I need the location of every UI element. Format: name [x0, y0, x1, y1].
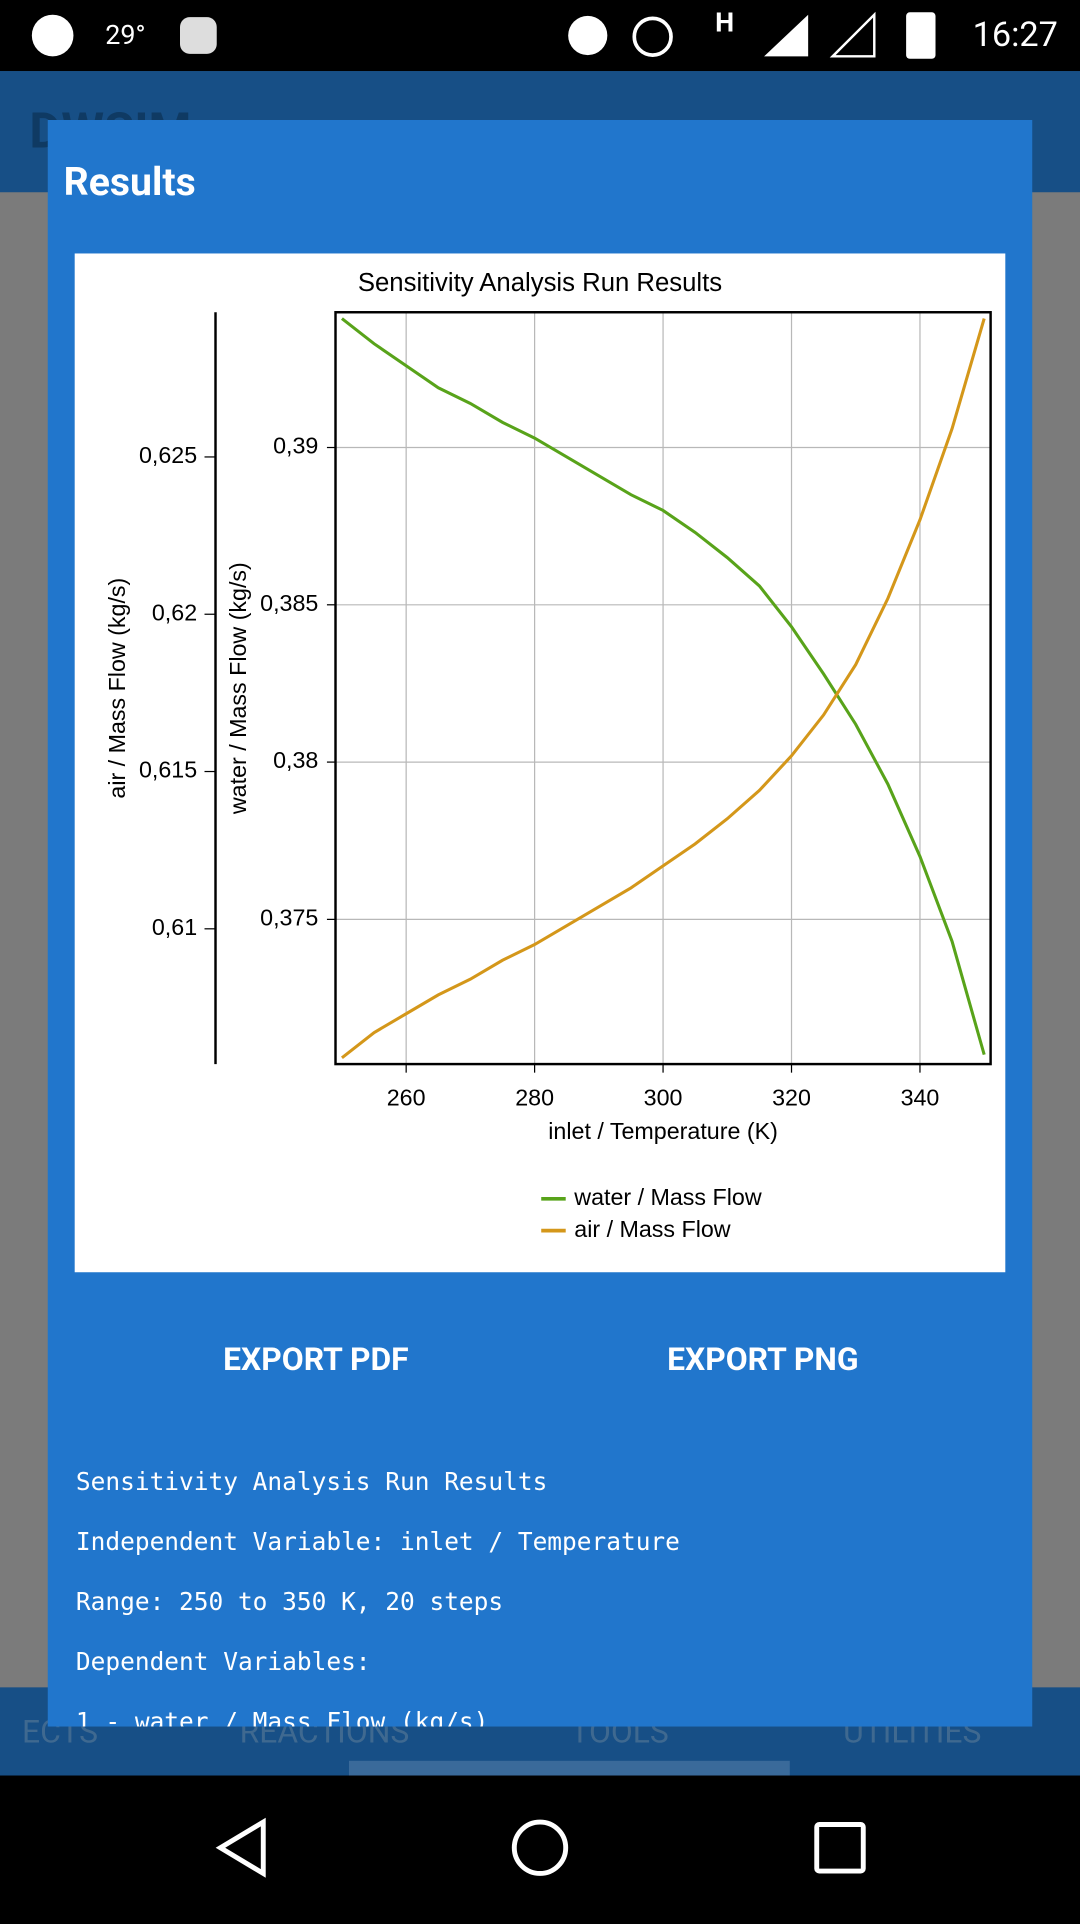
- status-temperature: 29°: [105, 19, 145, 51]
- y2-axis-label: air / Mass Flow (kg/s): [104, 578, 130, 799]
- home-button[interactable]: [511, 1819, 569, 1876]
- tab-indicator: [348, 1760, 790, 1776]
- button[interactable]: EXPORT PDF: [223, 1340, 409, 1378]
- legend-label: air / Mass Flow: [574, 1216, 731, 1242]
- button[interactable]: EXPORT PNG: [667, 1340, 859, 1378]
- battery-icon: [906, 12, 936, 59]
- y-tick-label: 0,375: [260, 905, 318, 931]
- dialog-title: Results: [64, 159, 196, 205]
- result-line: Sensitivity Analysis Run Results: [76, 1467, 547, 1496]
- music-icon: [31, 14, 74, 57]
- y2-tick-label: 0,62: [152, 599, 197, 625]
- chart: Sensitivity Analysis Run Results 260 280 30…: [104, 269, 992, 1242]
- x-tick-label: 300: [644, 1085, 683, 1111]
- chart-title: Sensitivity Analysis Run Results: [358, 269, 722, 297]
- status-network: H: [715, 7, 734, 39]
- plot-frame: [334, 311, 992, 1066]
- status-time: 16:27: [973, 15, 1058, 55]
- recents-button[interactable]: [814, 1822, 866, 1874]
- dnd-icon: [568, 15, 608, 56]
- legend-label: water / Mass Flow: [573, 1184, 762, 1210]
- y2-tick-label: 0,61: [152, 914, 197, 940]
- back-button[interactable]: [215, 1817, 266, 1878]
- signal-icon: [829, 11, 876, 58]
- x-tick-label: 260: [387, 1085, 426, 1111]
- alarm-icon: [632, 16, 673, 57]
- x-tick-label: 280: [515, 1085, 554, 1111]
- y-tick-label: 0,38: [273, 747, 318, 773]
- y-axis-label: water / Mass Flow (kg/s): [225, 562, 251, 815]
- android-icon: [180, 17, 217, 54]
- chart-panel: [74, 253, 1006, 1273]
- y-tick-label: 0,39: [273, 433, 318, 459]
- y-tick-label: 0,385: [260, 590, 318, 616]
- y2-tick-label: 0,615: [139, 757, 197, 783]
- result-line: 1 - water / Mass Flow (kg/s): [76, 1707, 488, 1736]
- result-line: Range: 250 to 350 K, 20 steps: [76, 1587, 503, 1616]
- series-line: [340, 317, 986, 1056]
- result-line: Independent Variable: inlet / Temperatur…: [76, 1527, 680, 1556]
- series-line: [340, 318, 986, 1059]
- y2-tick-label: 0,625: [139, 442, 197, 468]
- x-tick-label: 320: [772, 1085, 811, 1111]
- result-line: Dependent Variables:: [76, 1647, 371, 1676]
- x-axis-label: inlet / Temperature (K): [548, 1118, 778, 1144]
- x-tick-label: 340: [901, 1085, 940, 1111]
